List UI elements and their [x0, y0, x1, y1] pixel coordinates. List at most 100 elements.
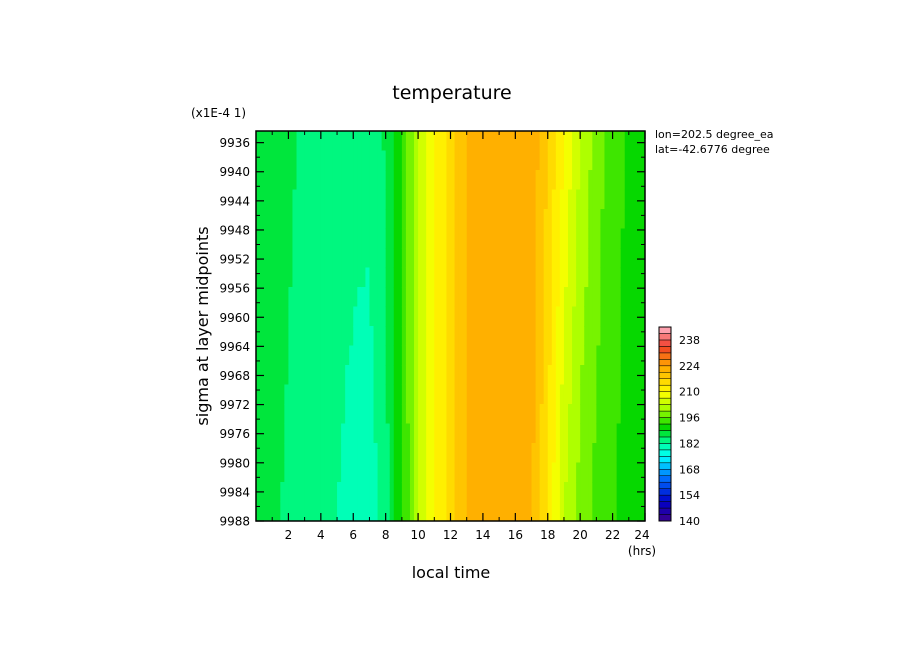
- contour-cell: [365, 131, 371, 152]
- contour-cell: [288, 443, 294, 464]
- contour-cell: [523, 365, 529, 386]
- contour-cell: [584, 228, 589, 249]
- contour-cell: [572, 131, 577, 152]
- contour-cell: [409, 306, 415, 327]
- contour-cell: [628, 404, 634, 425]
- contour-cell: [308, 306, 314, 327]
- contour-cell: [418, 501, 423, 521]
- contour-cell: [584, 404, 589, 425]
- contour-cell: [381, 170, 387, 191]
- contour-cell: [349, 170, 354, 191]
- contour-cell: [616, 443, 622, 464]
- contour-cell: [543, 248, 549, 269]
- contour-cell: [584, 209, 589, 230]
- contour-cell: [600, 267, 606, 288]
- contour-cell: [507, 228, 512, 249]
- contour-cell: [280, 501, 285, 521]
- contour-cell: [288, 365, 294, 386]
- contour-cell: [320, 150, 326, 171]
- contour-cell: [539, 170, 545, 191]
- contour-cell: [596, 365, 602, 386]
- contour-cell: [559, 501, 565, 521]
- contour-cell: [584, 482, 589, 503]
- contour-cell: [422, 209, 427, 230]
- contour-cell: [563, 287, 569, 308]
- contour-cell: [478, 287, 484, 308]
- contour-cell: [312, 365, 318, 386]
- contour-cell: [450, 462, 456, 483]
- contour-cell: [426, 189, 431, 210]
- contour-cell: [312, 404, 318, 425]
- contour-cell: [308, 482, 314, 503]
- contour-cell: [292, 209, 298, 230]
- contour-cell: [466, 248, 472, 269]
- contour-cell: [426, 326, 431, 347]
- contour-cell: [401, 267, 407, 288]
- contour-cell: [341, 404, 346, 425]
- contour-cell: [414, 501, 419, 521]
- contour-cell: [442, 170, 448, 191]
- y-tick-label: 9940: [219, 165, 250, 179]
- contour-cell: [308, 228, 314, 249]
- colorbar-swatch: [658, 372, 672, 379]
- contour-cell: [369, 150, 375, 171]
- contour-cell: [345, 248, 350, 269]
- contour-cell: [568, 365, 573, 386]
- contour-cell: [418, 345, 423, 366]
- contour-cell: [580, 228, 585, 249]
- contour-cell: [519, 150, 525, 171]
- contour-cell: [296, 306, 302, 327]
- contour-cell: [628, 462, 634, 483]
- contour-cell: [511, 228, 516, 249]
- contour-cell: [292, 189, 298, 210]
- contour-cell: [409, 384, 415, 405]
- contour-cell: [341, 189, 346, 210]
- contour-cell: [288, 228, 294, 249]
- contour-cell: [462, 170, 468, 191]
- contour-cell: [555, 170, 561, 191]
- contour-cell: [385, 482, 391, 503]
- contour-cell: [572, 267, 577, 288]
- contour-cell: [588, 326, 593, 347]
- contour-cell: [332, 267, 338, 288]
- contour-cell: [511, 189, 516, 210]
- contour-cell: [470, 501, 476, 521]
- contour-cell: [357, 306, 362, 327]
- contour-cell: [612, 209, 618, 230]
- contour-cell: [515, 267, 520, 288]
- contour-cell: [373, 423, 379, 444]
- contour-cell: [503, 170, 508, 191]
- contour-cell: [519, 482, 525, 503]
- contour-cell: [576, 209, 581, 230]
- contour-cell: [377, 482, 383, 503]
- contour-cell: [600, 150, 606, 171]
- contour-cell: [272, 482, 277, 503]
- contour-cell: [320, 443, 326, 464]
- contour-cell: [345, 287, 350, 308]
- contour-cell: [397, 443, 403, 464]
- contour-cell: [608, 501, 614, 521]
- contour-cell: [499, 267, 504, 288]
- contour-cell: [640, 267, 645, 288]
- contour-cell: [361, 384, 367, 405]
- contour-cell: [507, 189, 512, 210]
- contour-cell: [474, 150, 480, 171]
- contour-cell: [491, 306, 496, 327]
- contour-cell: [377, 365, 383, 386]
- contour-cell: [264, 170, 269, 191]
- contour-cell: [491, 365, 496, 386]
- contour-cell: [389, 267, 395, 288]
- contour-cell: [580, 287, 585, 308]
- contour-cell: [482, 423, 488, 444]
- contour-cell: [426, 423, 431, 444]
- contour-cell: [592, 189, 597, 210]
- contour-cell: [474, 384, 480, 405]
- contour-cell: [381, 228, 387, 249]
- contour-cell: [426, 150, 431, 171]
- contour-cell: [365, 404, 371, 425]
- colorbar-swatch: [658, 339, 672, 347]
- contour-cell: [332, 345, 338, 366]
- contour-cell: [260, 462, 265, 483]
- contour-cell: [434, 462, 439, 483]
